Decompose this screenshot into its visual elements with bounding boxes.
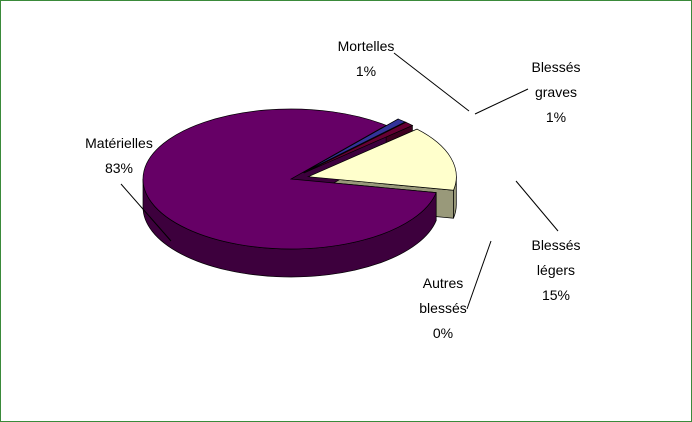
label-category: Blessés légers (531, 237, 581, 278)
slice (302, 118, 406, 173)
label-category: Matérielles (85, 135, 153, 151)
leader-line (474, 88, 529, 115)
data-label: Autres blessés 0% (403, 271, 483, 346)
data-label: Matérielles 83% (64, 131, 174, 181)
label-value: 1% (355, 63, 377, 79)
leader-line (515, 180, 559, 232)
label-value: 1% (545, 109, 567, 125)
label-category: Blessés graves (531, 59, 581, 100)
data-label: Blessés graves 1% (516, 55, 596, 130)
data-label: Blessés légers 15% (516, 233, 596, 308)
slice (303, 121, 414, 174)
slice (142, 108, 437, 250)
leader-line (120, 183, 172, 242)
data-label: Mortelles 1% (311, 34, 421, 84)
slice (306, 128, 457, 191)
label-category: Mortelles (337, 38, 395, 54)
label-value: 15% (541, 287, 571, 303)
label-value: 0% (432, 325, 454, 341)
label-value: 83% (104, 160, 134, 176)
label-category: Autres blessés (419, 275, 467, 316)
leader-line (466, 240, 492, 310)
leader-line (393, 52, 470, 112)
